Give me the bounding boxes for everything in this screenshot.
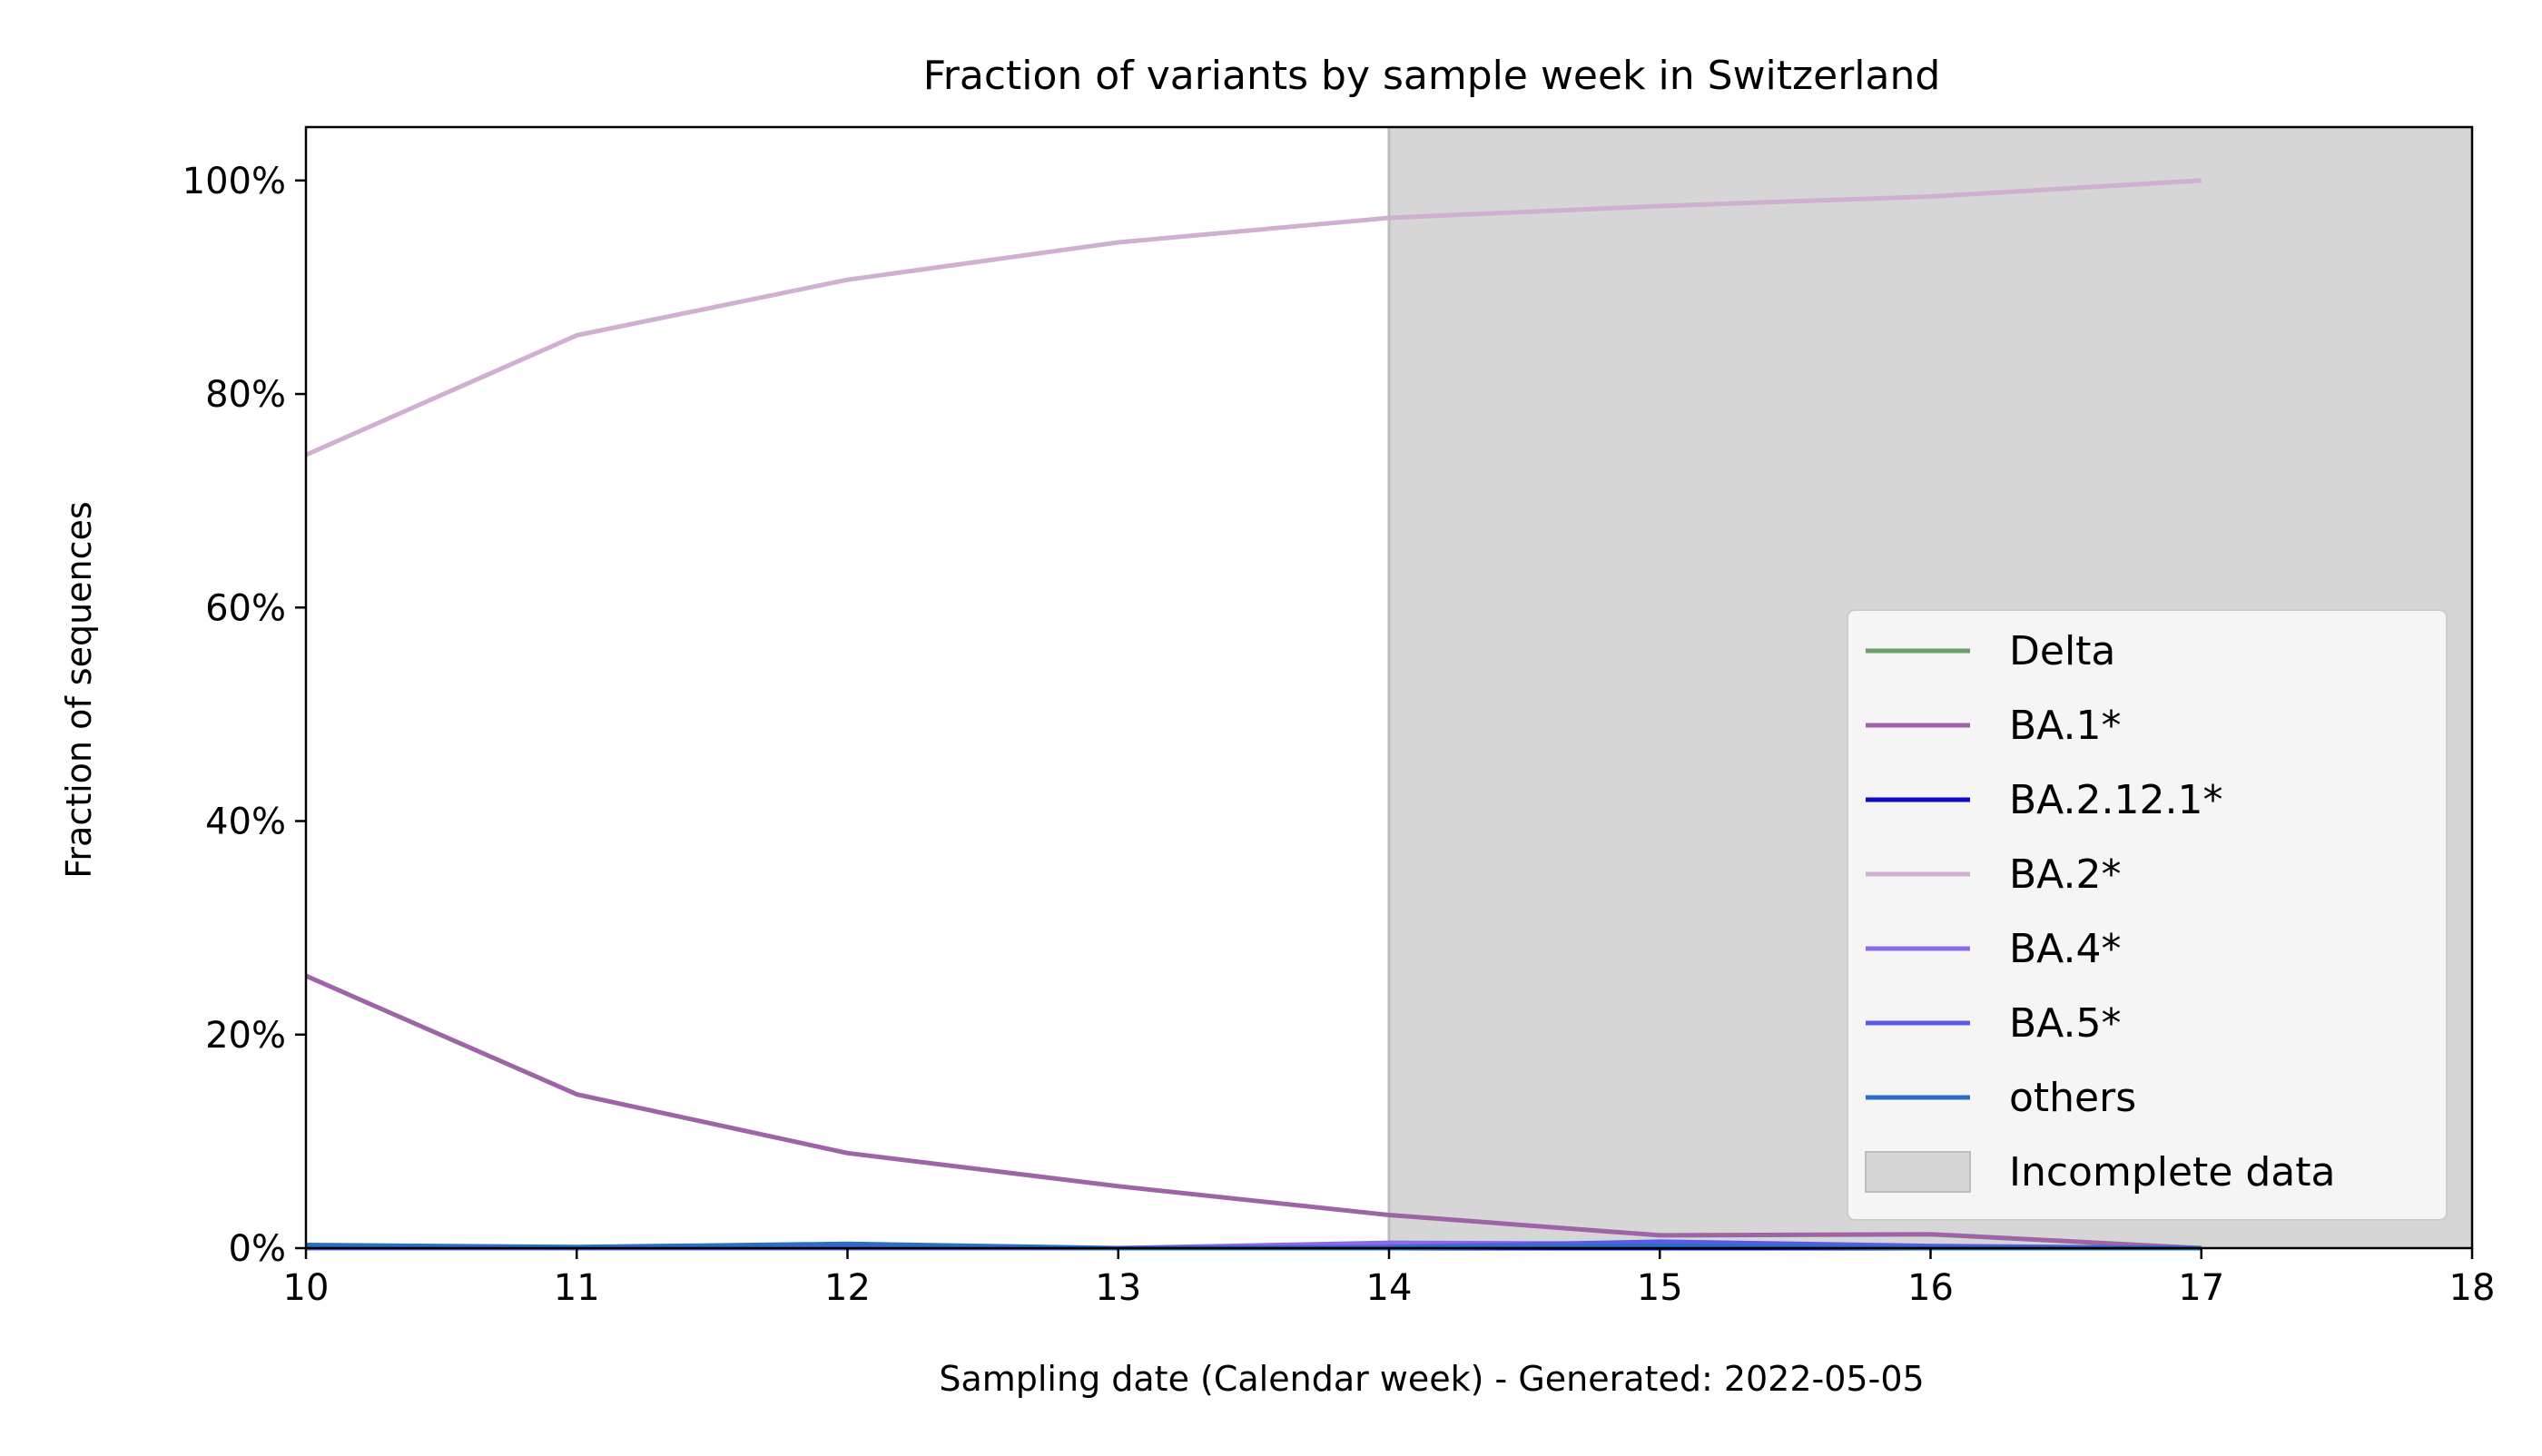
x-tick-label: 14 [1366,1267,1413,1309]
x-tick-label: 16 [1907,1267,1954,1309]
legend-box [1847,609,2448,1221]
series-line-ba-1 [304,973,2202,1251]
x-tick-label: 10 [283,1267,330,1309]
legend-entry-incomplete: Incomplete data [2009,1149,2335,1195]
y-tick-label: 40% [205,802,286,843]
x-axis-label: Sampling date (Calendar week) - Generate… [939,1359,1924,1399]
x-tick-label: 12 [824,1267,871,1309]
y-tick-label: 20% [205,1015,286,1057]
y-tick-label: 80% [205,374,286,416]
legend-swatch-incomplete [1865,1151,1971,1193]
y-axis-label: Fraction of sequences [59,501,99,878]
legend-entry: BA.2* [2009,851,2122,898]
y-tick-label: 0% [229,1228,286,1270]
chart-title: Fraction of variants by sample week in S… [923,53,1941,99]
legend-entry: BA.2.12.1* [2009,777,2222,823]
y-tick-label: 100% [182,161,286,202]
x-tick-label: 18 [2449,1267,2496,1309]
x-tick-label: 15 [1637,1267,1683,1309]
x-tick-label: 13 [1095,1267,1141,1309]
x-tick-label: 11 [554,1267,600,1309]
legend-entry: BA.1* [2009,703,2122,749]
x-tick-label: 17 [2178,1267,2224,1309]
series-line-ba-2 [304,178,2202,457]
legend-entry: BA.4* [2009,926,2122,972]
legend: Delta BA.1* BA.2.12.1* BA.2* BA.4* BA.5* other… [1847,609,2448,1221]
legend-entry: Delta [2009,628,2115,674]
y-tick-label: 60% [205,587,286,629]
legend-entry: BA.5* [2009,1000,2122,1047]
legend-entry: others [2009,1075,2136,1121]
